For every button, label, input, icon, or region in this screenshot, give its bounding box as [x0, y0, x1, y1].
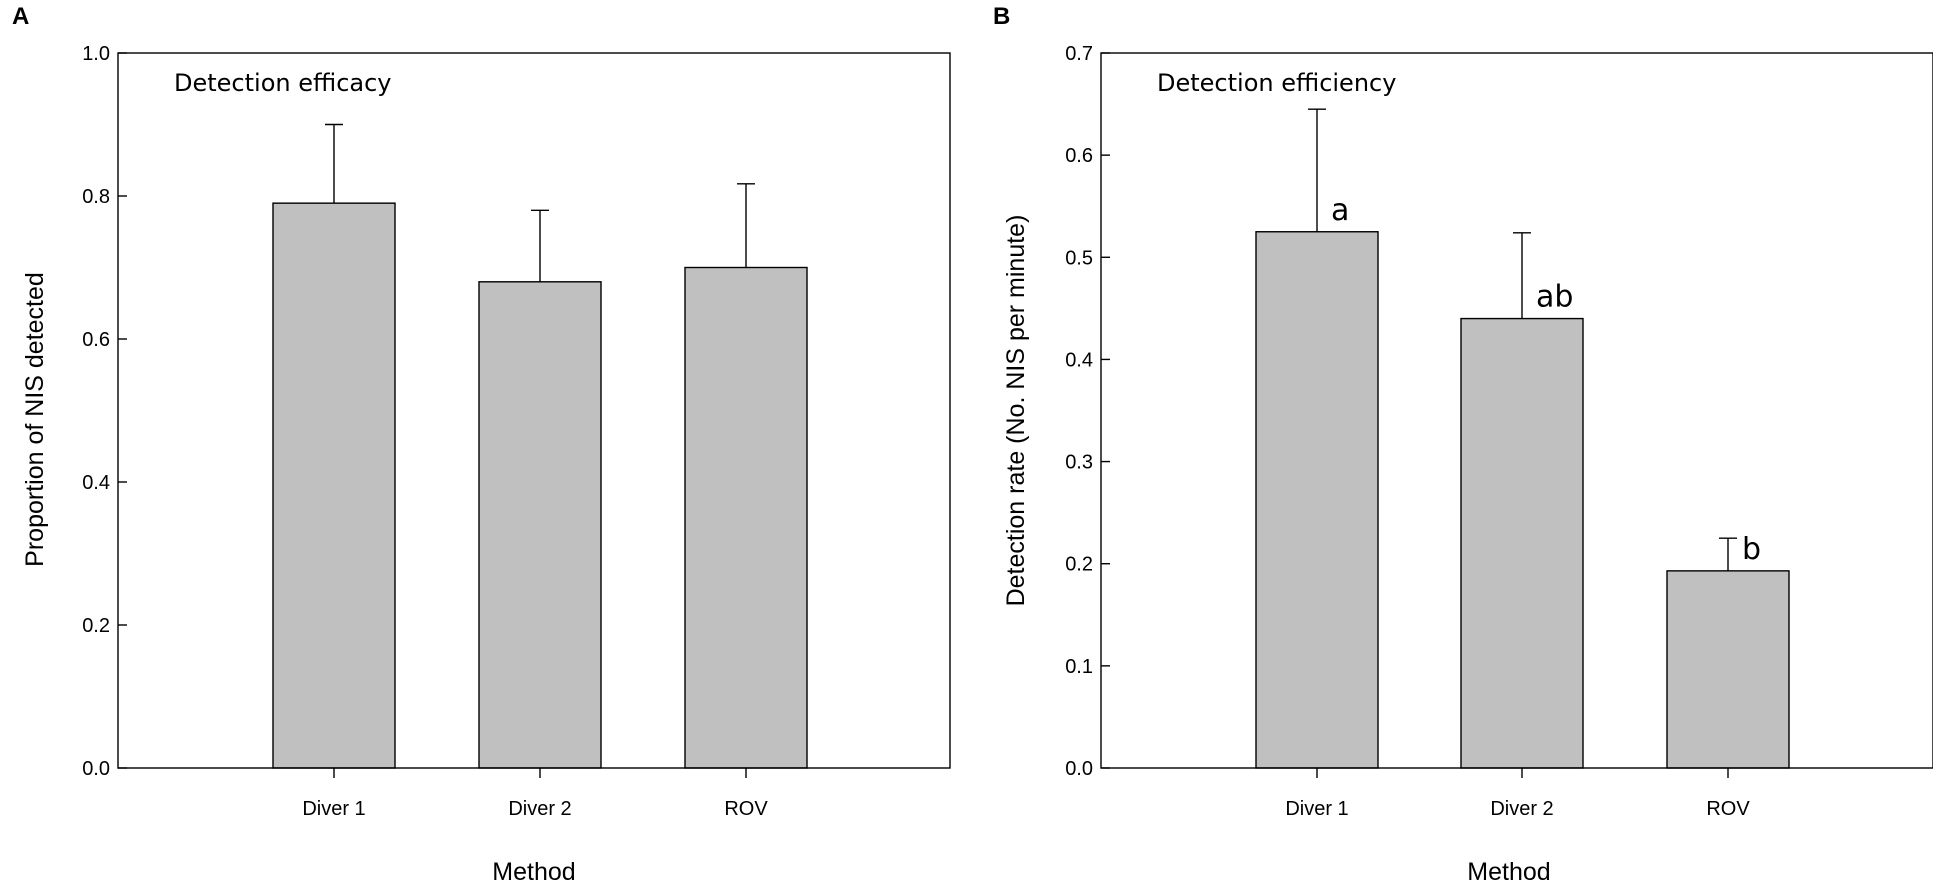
significance-label: b: [1742, 532, 1761, 567]
bar-diver-1: [272, 202, 396, 769]
y-tick-label: 0.2: [82, 615, 110, 637]
plot-frame: [117, 52, 951, 769]
panel-label: B: [993, 3, 1010, 30]
bar-rov: [684, 266, 808, 769]
y-axis-title: Detection rate (No. NIS per minute): [1002, 215, 1030, 607]
x-tick-label: Diver 2: [1490, 798, 1553, 820]
significance-label: ab: [1536, 280, 1573, 315]
significance-label: a: [1331, 193, 1349, 228]
y-tick-label: 0.6: [82, 329, 110, 351]
y-tick-label: 0.8: [82, 186, 110, 208]
y-tick-label: 0.0: [82, 758, 110, 780]
y-tick-label: 0.2: [1065, 554, 1093, 576]
plot-frame: [1100, 52, 1933, 769]
chart-panel-a: A 0.0 0.2 0.4 0.6 0.8 1.0 Diver 1 Diver 2 ROV Meth…: [12, 3, 951, 886]
x-tick-label: ROV: [1706, 798, 1750, 820]
y-tick-label: 0.7: [1065, 43, 1093, 65]
y-tick-label: 1.0: [82, 43, 110, 65]
chart-inset-title: Detection efficiency: [1157, 69, 1396, 97]
x-tick-label: Diver 1: [1285, 798, 1348, 820]
x-axis-title: Method: [492, 858, 575, 886]
chart-panel-b: Ba ab b 0.0 0.1 0.2 0.3 0.4 0.5 0.6 0.7 Diver 1 Dive…: [993, 3, 1933, 886]
x-tick-label: Diver 2: [508, 798, 571, 820]
x-axis-title: Method: [1467, 858, 1550, 886]
y-tick-label: 0.6: [1065, 145, 1093, 167]
bar-rov: [1666, 570, 1790, 769]
chart-inset-title: Detection efficacy: [174, 69, 392, 97]
y-tick-label: 0.4: [82, 472, 110, 494]
y-tick-label: 0.1: [1065, 656, 1093, 678]
y-tick-label: 0.4: [1065, 349, 1093, 371]
y-tick-label: 0.3: [1065, 452, 1093, 474]
bar-diver-1: [1255, 231, 1379, 769]
bar-diver-2: [478, 281, 602, 769]
panel-label: A: [12, 3, 29, 30]
x-tick-label: ROV: [724, 798, 768, 820]
y-axis-title: Proportion of NIS detected: [21, 272, 49, 567]
bar-diver-2: [1460, 317, 1584, 769]
y-tick-label: 0.0: [1065, 758, 1093, 780]
x-tick-label: Diver 1: [302, 798, 365, 820]
y-tick-label: 0.5: [1065, 247, 1093, 269]
